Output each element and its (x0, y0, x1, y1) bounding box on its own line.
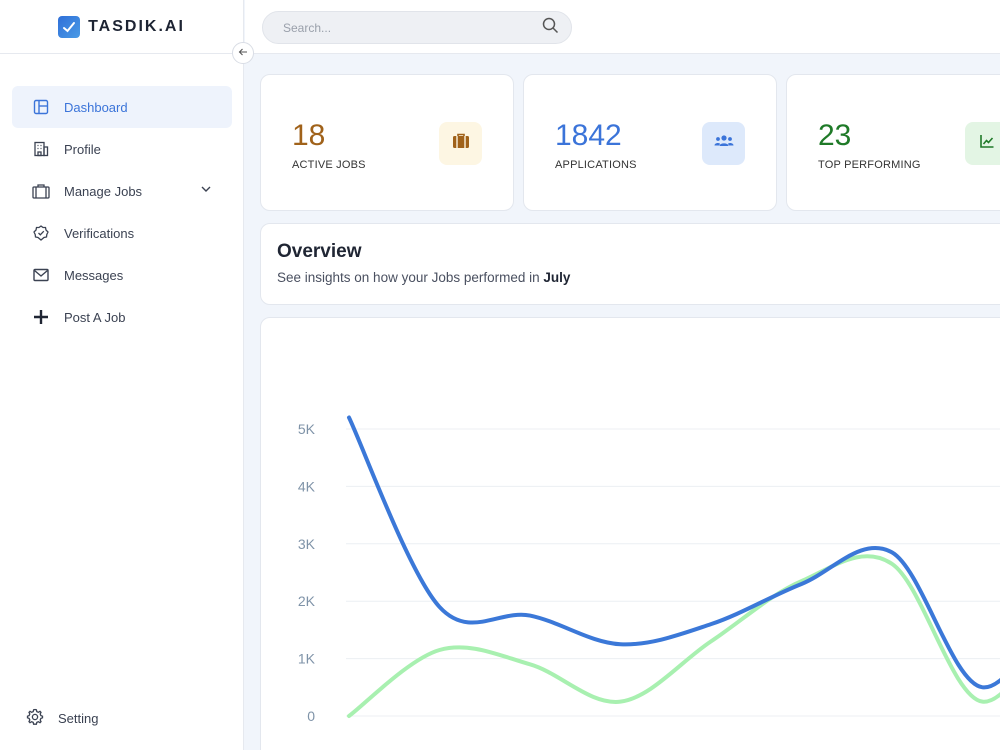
verified-badge-icon (32, 224, 50, 242)
sidebar-item-label: Dashboard (64, 99, 128, 115)
stat-card-applications[interactable]: 1842 APPLICATIONS (523, 74, 777, 211)
overview-panel: Overview See insights on how your Jobs p… (260, 223, 1000, 305)
y-tick-label: 0 (307, 708, 315, 724)
sidebar-item-dashboard[interactable]: Dashboard (12, 86, 232, 128)
y-tick-label: 2K (298, 593, 316, 609)
sidebar-item-setting[interactable]: Setting (26, 708, 98, 729)
stat-label: APPLICATIONS (555, 159, 637, 171)
layout-icon (32, 98, 50, 116)
sidebar-item-label: Manage Jobs (64, 183, 143, 199)
gear-icon (26, 708, 44, 729)
chart-line-icon (979, 133, 995, 154)
y-tick-label: 3K (298, 536, 316, 552)
building-icon (32, 140, 50, 158)
stat-badge (439, 122, 482, 165)
sidebar-collapse-button[interactable] (232, 42, 254, 64)
y-tick-label: 4K (298, 478, 316, 494)
stat-label: ACTIVE JOBS (292, 159, 366, 171)
brand-logo-icon (58, 15, 81, 38)
brand[interactable]: TASDIK.AI (0, 0, 243, 54)
sidebar-item-manage-jobs[interactable]: Manage Jobs (12, 170, 232, 212)
stat-label: TOP PERFORMING (818, 159, 921, 171)
stat-card-top-performing[interactable]: 23 TOP PERFORMING (786, 74, 1000, 211)
mail-icon (32, 266, 50, 284)
overview-subtitle: See insights on how your Jobs performed … (277, 270, 570, 285)
stat-value: 18 (292, 119, 326, 152)
users-icon (714, 134, 734, 153)
setting-label: Setting (58, 711, 99, 726)
sidebar: TASDIK.AI Dashboard Profile Manage Jobs (0, 0, 244, 750)
stat-badge (965, 122, 1000, 165)
series-line-1 (347, 554, 1000, 718)
overview-title: Overview (277, 241, 362, 262)
sidebar-item-post-a-job[interactable]: Post A Job (12, 296, 232, 338)
briefcase-icon (32, 182, 50, 200)
search-bar[interactable] (262, 11, 572, 44)
stat-badge (702, 122, 745, 165)
overview-month: July (543, 270, 571, 285)
stat-value: 23 (818, 119, 852, 152)
plus-icon (32, 308, 50, 326)
search-input[interactable] (283, 20, 542, 35)
sidebar-item-label: Messages (64, 267, 124, 283)
stat-card-active-jobs[interactable]: 18 ACTIVE JOBS (260, 74, 514, 211)
briefcase-icon (452, 133, 470, 154)
stat-value: 1842 (555, 119, 622, 152)
series-line-0 (347, 415, 1000, 690)
chart-panel: 0 1K 2K 3K 4K 5K (260, 317, 1000, 750)
top-bar (245, 0, 1000, 54)
arrow-left-icon (238, 44, 248, 62)
sidebar-item-messages[interactable]: Messages (12, 254, 232, 296)
sidebar-item-verifications[interactable]: Verifications (12, 212, 232, 254)
sidebar-item-label: Post A Job (64, 309, 126, 325)
line-chart: 0 1K 2K 3K 4K 5K (298, 415, 1000, 724)
sidebar-item-label: Verifications (64, 225, 135, 241)
sidebar-item-profile[interactable]: Profile (12, 128, 232, 170)
y-tick-label: 5K (298, 421, 316, 437)
search-icon[interactable] (542, 17, 559, 39)
chevron-down-icon[interactable] (200, 183, 212, 198)
brand-name: TASDIK.AI (88, 17, 185, 35)
sidebar-item-label: Profile (64, 141, 101, 157)
y-tick-label: 1K (298, 651, 316, 667)
sidebar-nav: Dashboard Profile Manage Jobs Verificati… (12, 86, 232, 338)
overview-subtitle-text: See insights on how your Jobs performed … (277, 270, 544, 285)
